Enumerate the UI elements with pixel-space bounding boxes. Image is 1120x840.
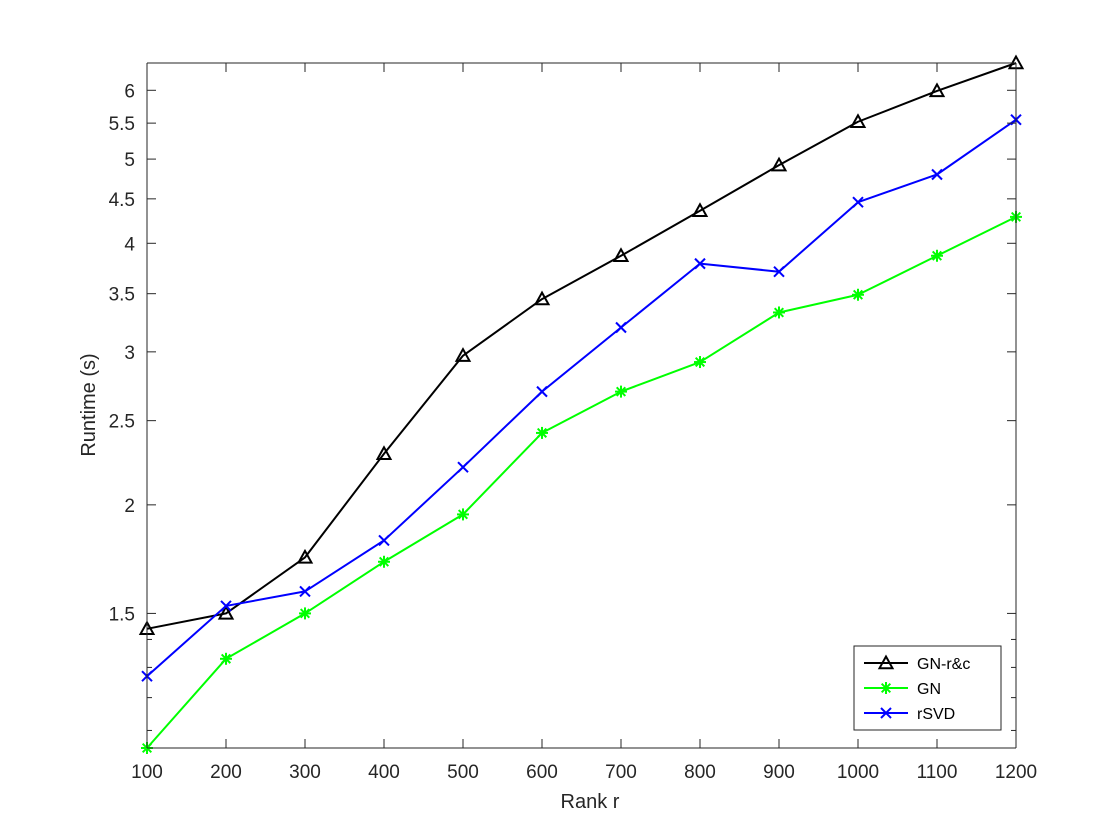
data-point-rsvd bbox=[299, 585, 311, 598]
data-point-gn bbox=[220, 652, 232, 665]
x-tick-label: 1000 bbox=[837, 762, 879, 783]
x-tick-label: 500 bbox=[447, 762, 479, 783]
x-tick-label: 200 bbox=[210, 762, 242, 783]
data-point-gn-r-c bbox=[533, 290, 551, 306]
data-point-rsvd bbox=[931, 168, 943, 181]
legend-label: rSVD bbox=[917, 706, 955, 723]
data-point-rsvd bbox=[615, 321, 627, 334]
x-tick-label: 400 bbox=[368, 762, 400, 783]
x-tick-label: 1100 bbox=[917, 762, 958, 783]
data-point-rsvd bbox=[457, 461, 469, 473]
data-point-gn-r-c bbox=[296, 548, 314, 564]
data-point-gn bbox=[299, 607, 311, 620]
series-line-gn bbox=[146, 215, 1017, 749]
data-point-gn bbox=[694, 356, 706, 369]
y-tick-label: 4 bbox=[124, 234, 135, 255]
data-point-gn-r-c bbox=[375, 445, 393, 460]
y-tick-label: 3.5 bbox=[109, 285, 135, 306]
x-tick-label: 800 bbox=[684, 762, 716, 783]
y-tick-label: 1.5 bbox=[109, 604, 135, 625]
axes-layer bbox=[146, 62, 1017, 749]
data-point-rsvd bbox=[536, 385, 548, 398]
x-tick-label: 900 bbox=[763, 762, 795, 783]
legend-item-gn: GN bbox=[864, 681, 941, 698]
data-point-gn bbox=[773, 306, 785, 319]
x-tick-label: 300 bbox=[289, 762, 321, 783]
plot-area bbox=[147, 63, 1016, 748]
legend-item-gn-r-c: GN-r&c bbox=[864, 654, 970, 673]
series-line-rsvd bbox=[146, 118, 1017, 677]
legend-item-rsvd: rSVD bbox=[864, 706, 955, 723]
y-tick-label: 5.5 bbox=[109, 114, 135, 135]
data-point-rsvd bbox=[773, 265, 785, 278]
ticks-layer: 100 200 300 400 500 600 700 800 900 1000 1100 1200 1… bbox=[109, 63, 1037, 783]
x-tick-label: 600 bbox=[526, 762, 558, 783]
data-point-rsvd bbox=[220, 600, 232, 612]
data-point-rsvd bbox=[852, 196, 864, 208]
legend-marker bbox=[880, 707, 892, 719]
data-point-gn-r-c bbox=[770, 156, 788, 172]
series-line-gn-r-c bbox=[146, 62, 1017, 630]
data-point-gn bbox=[931, 249, 943, 262]
legend-marker bbox=[880, 682, 892, 694]
data-point-gn-r-c bbox=[217, 604, 235, 620]
data-point-gn-r-c bbox=[691, 202, 709, 217]
y-tick-label: 5 bbox=[124, 150, 135, 171]
y-tick-label: 2 bbox=[124, 496, 135, 517]
data-point-gn-r-c bbox=[454, 347, 472, 362]
data-point-gn bbox=[378, 555, 390, 568]
data-point-gn bbox=[852, 288, 864, 301]
x-axis-label: Rank r bbox=[561, 791, 620, 813]
data-point-gn bbox=[457, 508, 469, 521]
x-tick-label: 100 bbox=[131, 762, 163, 783]
y-tick-label: 4.5 bbox=[109, 190, 135, 211]
x-tick-label: 700 bbox=[605, 762, 637, 783]
series-gn bbox=[141, 210, 1022, 754]
legend-label: GN bbox=[917, 681, 941, 698]
y-tick-label: 6 bbox=[124, 81, 135, 102]
y-axis-label: Runtime (s) bbox=[78, 353, 100, 456]
series-rsvd bbox=[141, 114, 1022, 682]
y-tick-label: 2.5 bbox=[109, 412, 135, 433]
legend-marker bbox=[877, 654, 895, 670]
data-point-rsvd bbox=[378, 534, 390, 547]
legend: GN-r&c GN rSVD bbox=[853, 645, 1002, 731]
data-point-gn-r-c bbox=[612, 247, 630, 262]
legend-label: GN-r&c bbox=[917, 656, 970, 673]
y-tick-label: 3 bbox=[124, 343, 135, 364]
data-point-gn bbox=[615, 385, 627, 398]
data-point-gn bbox=[536, 426, 548, 439]
data-point-gn-r-c bbox=[849, 113, 867, 128]
data-point-rsvd bbox=[694, 257, 706, 270]
data-point-gn-r-c bbox=[928, 82, 946, 98]
x-tick-label: 1200 bbox=[995, 762, 1037, 783]
